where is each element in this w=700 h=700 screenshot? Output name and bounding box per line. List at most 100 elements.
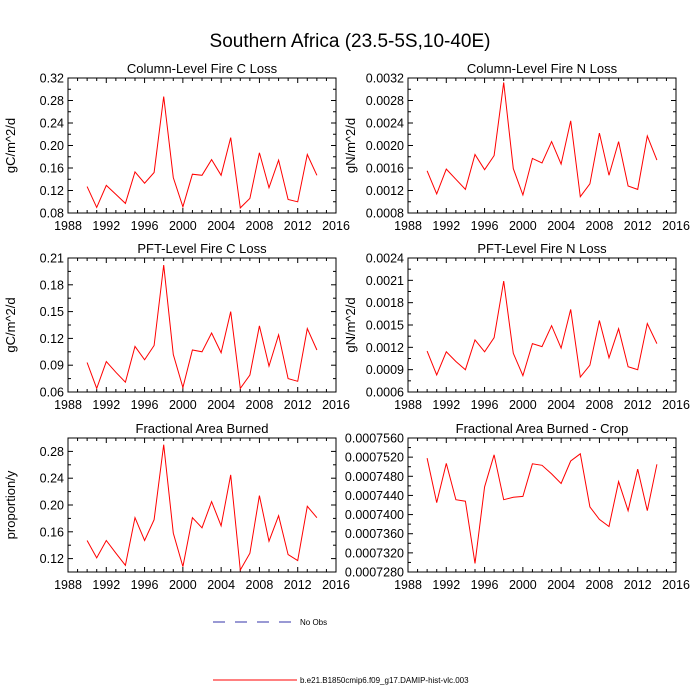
plot-frame	[407, 437, 677, 573]
y-axis-label: gN/m^2/d	[343, 118, 358, 173]
y-tick-label: 0.20	[40, 499, 64, 513]
chart-panel-4: PFT-Level Fire N Loss 1988 1992 1996 2000 200…	[343, 241, 690, 412]
x-tick-label: 2000	[509, 578, 537, 592]
x-tick-label: 1988	[394, 578, 422, 592]
y-axis-label: gC/m^2/d	[3, 118, 18, 173]
x-tick-label: 1992	[432, 578, 460, 592]
x-tick-label: 2016	[322, 219, 350, 233]
figure-title: Southern Africa (23.5-5S,10-40E)	[210, 31, 491, 52]
x-tick-label: 1988	[394, 398, 422, 412]
y-tick-label: 0.0018	[366, 296, 404, 310]
y-tick-label: 0.0008	[366, 207, 404, 221]
x-tick-label: 2000	[509, 219, 537, 233]
plot-frame	[67, 77, 337, 214]
panel-title: PFT-Level Fire C Loss	[137, 241, 267, 256]
series-line-1	[86, 444, 318, 572]
y-tick-label: 0.0032	[366, 72, 404, 86]
y-tick-label: 0.24	[40, 472, 64, 486]
y-axis-label: proportion/y	[3, 470, 18, 539]
y-axis-label: gN/m^2/d	[343, 297, 358, 352]
plot-frame	[67, 437, 337, 573]
chart-panel-1: Column-Level Fire C Loss 1988 1992 1996 2000…	[3, 61, 350, 233]
x-tick-label: 1996	[471, 219, 499, 233]
y-tick-label: 0.20	[40, 139, 64, 153]
x-tick-label: 1992	[432, 398, 460, 412]
series-line-1	[426, 281, 658, 379]
x-tick-label: 2000	[169, 219, 197, 233]
x-tick-label: 2016	[662, 398, 690, 412]
x-tick-label: 2016	[662, 219, 690, 233]
y-tick-label: 0.06	[40, 386, 64, 400]
x-tick-label: 1992	[92, 578, 120, 592]
y-tick-label: 0.24	[40, 117, 64, 131]
x-tick-label: 1996	[471, 398, 499, 412]
x-tick-label: 2008	[246, 398, 274, 412]
series-line-1	[426, 452, 658, 564]
y-tick-label: 0.0012	[366, 184, 404, 198]
plot-frame	[67, 257, 337, 393]
y-tick-label: 0.21	[40, 252, 64, 266]
y-tick-label: 0.0007320	[345, 546, 404, 560]
y-tick-label: 0.12	[40, 552, 64, 566]
x-tick-label: 2012	[284, 578, 312, 592]
series-line-1	[86, 96, 318, 209]
x-tick-label: 2004	[547, 219, 575, 233]
x-tick-label: 2012	[284, 219, 312, 233]
x-tick-label: 2004	[547, 578, 575, 592]
x-tick-label: 2008	[586, 219, 614, 233]
y-axis-label: gC/m^2/d	[3, 297, 18, 352]
panel-title: PFT-Level Fire N Loss	[477, 241, 607, 256]
y-tick-label: 0.0021	[366, 274, 404, 288]
y-tick-label: 0.0020	[366, 139, 404, 153]
x-tick-label: 1992	[92, 219, 120, 233]
x-tick-label: 2004	[207, 219, 235, 233]
plot-frame	[407, 77, 677, 214]
x-tick-label: 2012	[284, 398, 312, 412]
x-tick-label: 2016	[322, 398, 350, 412]
x-tick-label: 2004	[547, 398, 575, 412]
x-tick-label: 2000	[169, 578, 197, 592]
y-tick-label: 0.0007520	[345, 451, 404, 465]
x-tick-label: 2016	[662, 578, 690, 592]
series-line-1	[426, 82, 658, 198]
y-tick-label: 0.0012	[366, 341, 404, 355]
legend-no-obs-label: No Obs	[300, 618, 327, 627]
plot-frame	[407, 257, 677, 393]
y-tick-label: 0.18	[40, 278, 64, 292]
y-tick-label: 0.0007560	[345, 432, 404, 446]
x-tick-label: 2008	[246, 219, 274, 233]
y-tick-label: 0.0007280	[345, 566, 404, 580]
panel-title: Column-Level Fire C Loss	[127, 61, 278, 76]
x-tick-label: 1988	[394, 219, 422, 233]
chart-panel-5: Fractional Area Burned 1988 1992 1996 2000 20…	[3, 421, 350, 592]
x-tick-label: 1988	[54, 219, 82, 233]
y-tick-label: 0.0009	[366, 363, 404, 377]
y-tick-label: 0.32	[40, 72, 64, 86]
y-tick-label: 0.28	[40, 94, 64, 108]
y-tick-label: 0.16	[40, 525, 64, 539]
y-tick-label: 0.16	[40, 162, 64, 176]
panel-title: Column-Level Fire N Loss	[467, 61, 618, 76]
x-tick-label: 2008	[586, 578, 614, 592]
y-tick-label: 0.0007440	[345, 489, 404, 503]
x-tick-label: 1996	[131, 398, 159, 412]
y-tick-label: 0.08	[40, 207, 64, 221]
legend: No Obs b.e21.B1850cmip6.f09_g17.DAMIP-hi…	[213, 618, 469, 685]
y-tick-label: 0.28	[40, 445, 64, 459]
x-tick-label: 2000	[509, 398, 537, 412]
panel-title: Fractional Area Burned - Crop	[456, 421, 629, 436]
x-tick-label: 1996	[471, 578, 499, 592]
y-tick-label: 0.15	[40, 305, 64, 319]
chart-panel-6: Fractional Area Burned - Crop 1988 1992 199…	[345, 421, 690, 592]
x-tick-label: 2012	[624, 578, 652, 592]
chart-panel-3: PFT-Level Fire C Loss 1988 1992 1996 2000 200…	[3, 241, 350, 412]
x-tick-label: 2004	[207, 578, 235, 592]
y-tick-label: 0.0024	[366, 117, 404, 131]
x-tick-label: 2004	[207, 398, 235, 412]
x-tick-label: 2016	[322, 578, 350, 592]
y-tick-label: 0.0016	[366, 162, 404, 176]
x-tick-label: 1988	[54, 578, 82, 592]
y-tick-label: 0.0006	[366, 386, 404, 400]
x-tick-label: 2000	[169, 398, 197, 412]
